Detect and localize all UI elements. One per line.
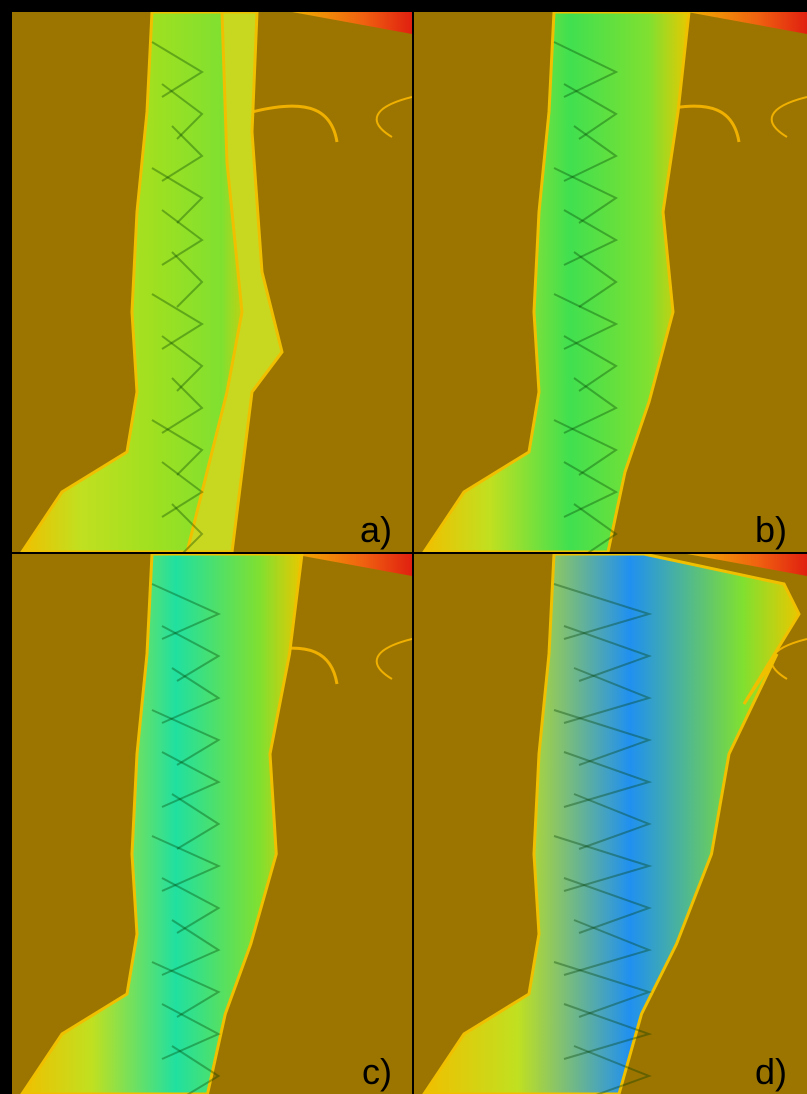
panel-label: d) [755,1051,787,1092]
figure: a) b) c) d) [0,0,807,1094]
panel-label: c) [362,1051,392,1092]
panel: a) [12,12,412,559]
panel-label: a) [360,509,392,550]
panel: c) [12,554,412,1094]
panel: b) [414,12,807,559]
panel: d) [414,554,807,1094]
panel-label: b) [755,509,787,550]
page: a)b)c)d) (() => { const data = JSON.pars… [0,0,807,1094]
